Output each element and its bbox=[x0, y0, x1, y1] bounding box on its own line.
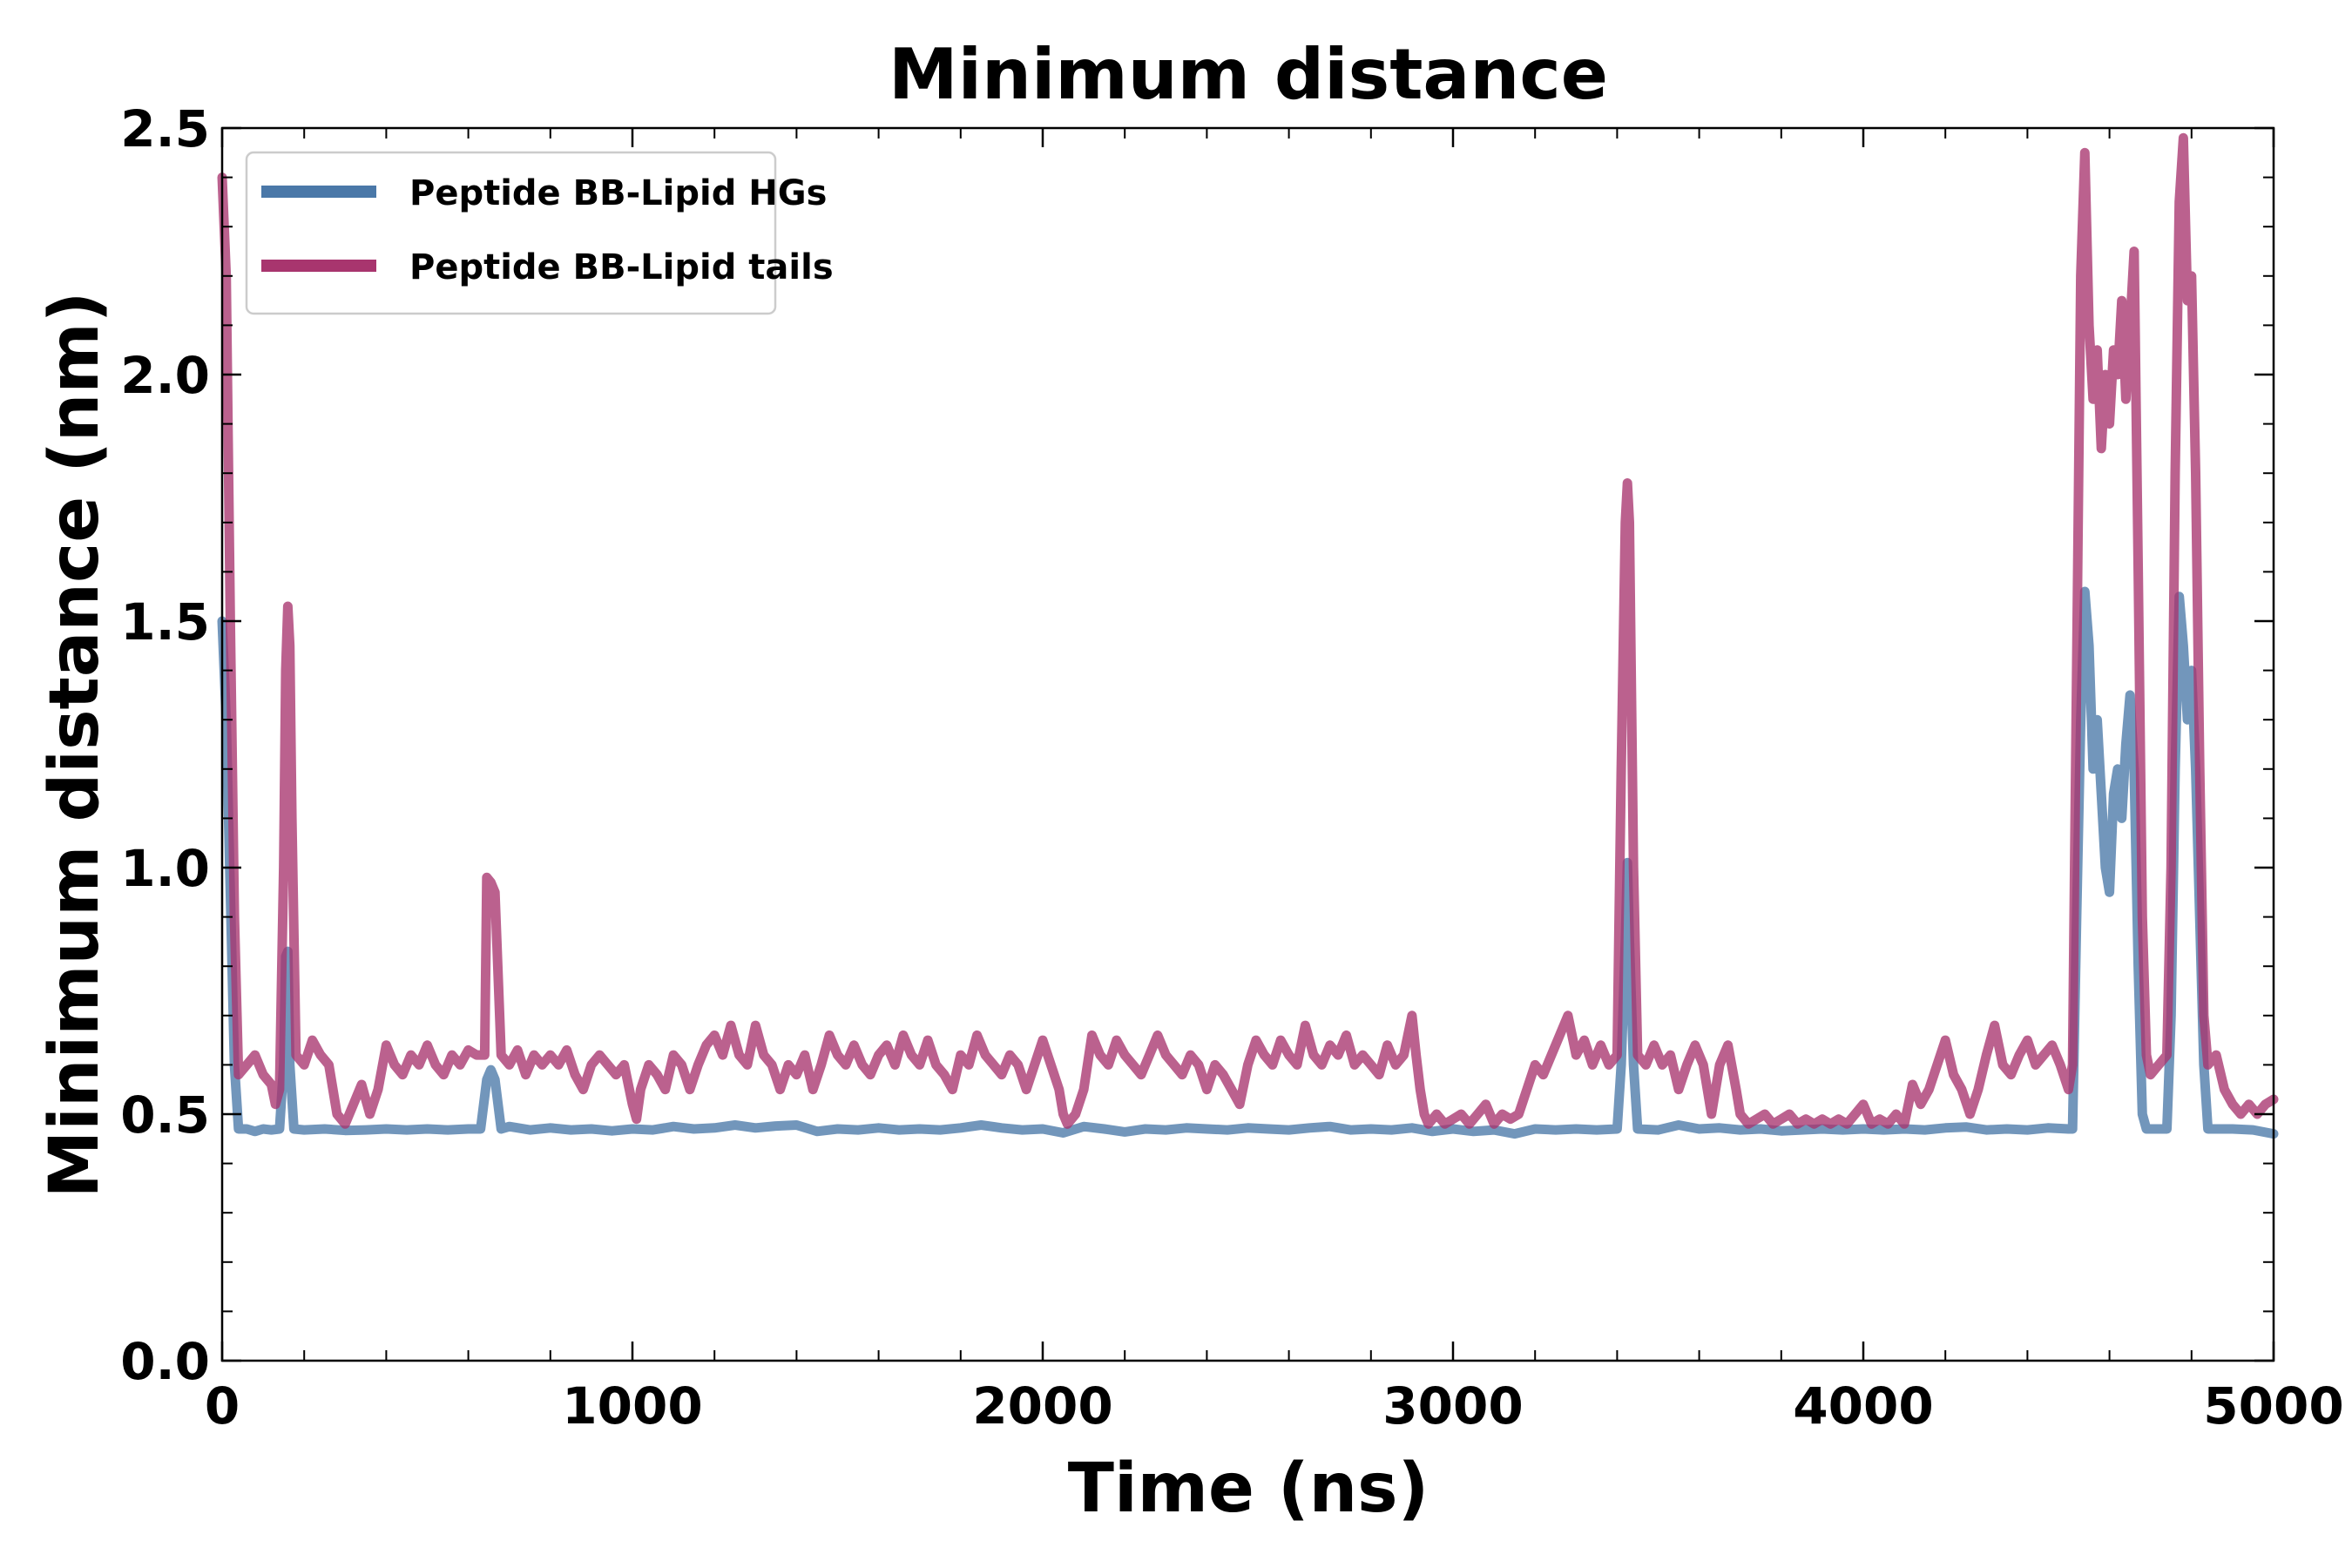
chart-title: Minimum distance bbox=[889, 34, 1608, 115]
x-tick-label: 1000 bbox=[562, 1376, 702, 1436]
x-tick-label: 5000 bbox=[2203, 1376, 2343, 1436]
y-axis-label: Minimum distance (nm) bbox=[36, 292, 114, 1199]
plot-frame bbox=[220, 126, 2275, 1362]
legend-label: Peptide BB-Lipid tails bbox=[409, 247, 834, 287]
series-layer bbox=[217, 132, 2279, 1139]
y-tick-label: 1.5 bbox=[120, 592, 210, 652]
legend-box bbox=[245, 151, 777, 315]
series-line-0 bbox=[217, 586, 2279, 1139]
y-tick-label: 0.0 bbox=[120, 1332, 210, 1391]
y-tick-label: 2.0 bbox=[120, 346, 210, 405]
y-tick-label: 1.0 bbox=[120, 839, 210, 898]
series-line-1 bbox=[217, 132, 2279, 1129]
x-tick-label: 0 bbox=[205, 1376, 240, 1436]
x-tick-label: 3000 bbox=[1382, 1376, 1523, 1436]
legend-label: Peptide BB-Lipid HGs bbox=[409, 173, 827, 213]
legend: Peptide BB-Lipid HGs Peptide BB-Lipid ta… bbox=[245, 151, 834, 315]
x-tick-label: 4000 bbox=[1793, 1376, 1933, 1436]
ticks-layer: 0 1000 2000 3000 4000 5000 0.0 0.5 1.0 1.5 2.0 2.5 bbox=[120, 99, 2343, 1436]
x-tick-label: 2000 bbox=[972, 1376, 1112, 1436]
y-tick-label: 0.5 bbox=[120, 1085, 210, 1145]
x-axis-label: Time (ns) bbox=[1068, 1450, 1429, 1528]
y-tick-label: 2.5 bbox=[120, 99, 210, 159]
